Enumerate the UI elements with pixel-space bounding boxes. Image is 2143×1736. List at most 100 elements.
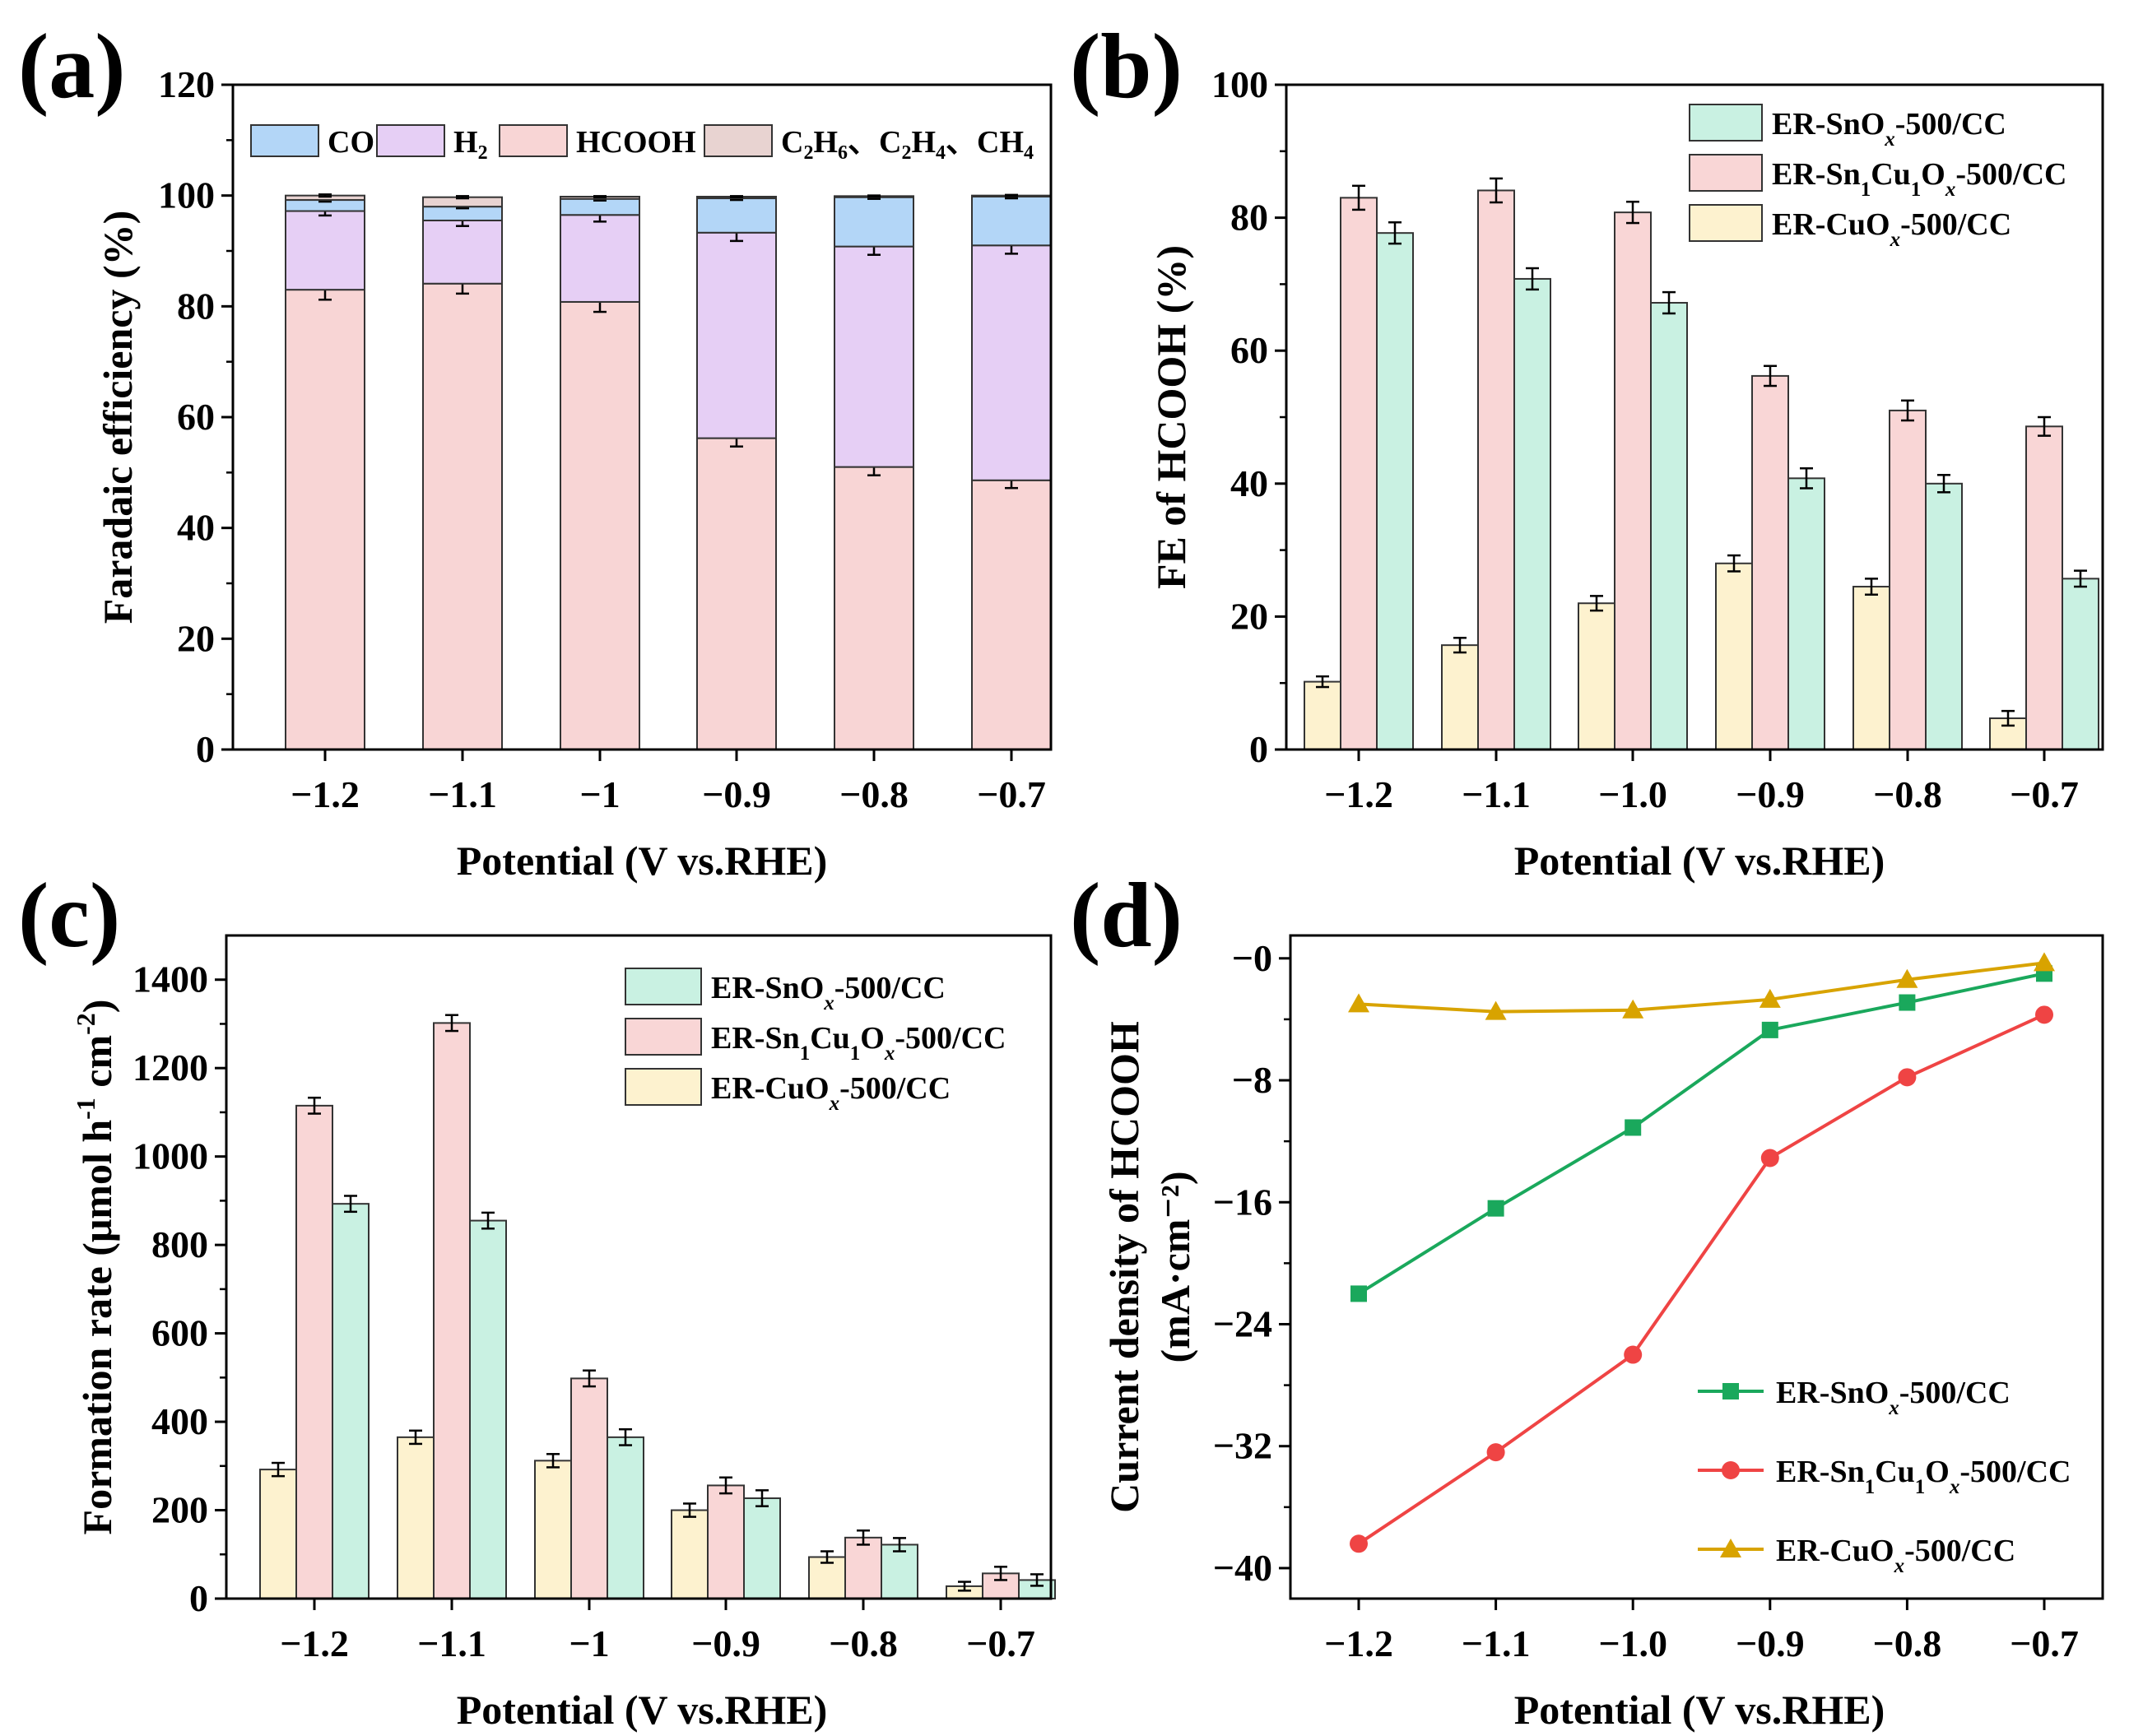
subscript: x xyxy=(1890,229,1901,251)
legend-swatch-hydrocarbons xyxy=(704,124,773,157)
bar-co xyxy=(971,196,1052,247)
text-run: 、CH xyxy=(946,125,1024,160)
superscript: -1 xyxy=(71,1098,100,1120)
x-tick-label: −0.7 xyxy=(2010,1622,2079,1664)
legend-swatch xyxy=(625,1018,702,1056)
subscript: 6 xyxy=(838,142,848,164)
text-run: ER-SnO xyxy=(711,971,824,1005)
marker-square xyxy=(1761,1021,1778,1038)
text-run: H xyxy=(453,125,478,160)
x-tick-label: −0.8 xyxy=(1873,1622,1942,1664)
marker-square xyxy=(1350,1285,1367,1302)
x-tick-label: −0.9 xyxy=(691,1622,760,1664)
text-run: ER-Sn xyxy=(711,1021,800,1056)
bar-co xyxy=(834,196,914,248)
y-tick-label: 40 xyxy=(177,507,215,549)
bar xyxy=(469,1219,507,1599)
y-axis-title: Faradaic efficiency (%) xyxy=(95,211,141,624)
subscript: 1 xyxy=(850,1042,861,1065)
marker-square xyxy=(1487,1200,1504,1217)
marker-triangle xyxy=(2034,952,2055,972)
text-run: C xyxy=(781,125,803,160)
text-run: ER-Sn xyxy=(1772,157,1861,192)
bar-co xyxy=(696,197,777,234)
x-tick-label: −1.1 xyxy=(1462,773,1531,815)
bar-hcooh xyxy=(422,282,503,750)
bar xyxy=(1751,374,1789,750)
marker-circle xyxy=(1486,1443,1505,1462)
panel-a: (a) 0 20 40 60 80 100 120 −1.2 −1.1 −1 −0.9 −0.8 −0.7… xyxy=(18,16,1053,884)
bar-hcooh xyxy=(971,479,1052,750)
bar xyxy=(607,1436,644,1599)
x-tick-label: −1.2 xyxy=(280,1622,349,1664)
x-tick-label: −1 xyxy=(569,1622,609,1664)
y-tick-label: −8 xyxy=(1232,1059,1272,1101)
y-axis-title: FE of HCOOH (%) xyxy=(1148,245,1194,589)
panel-d: (d) −0 −8 −16 −24 −32 −40 −1.2 −1.1 −1.0 −0.9 −0.8 −… xyxy=(1070,865,2104,1733)
legend-label: ER-Sn1Cu1Ox-500/CC xyxy=(1776,1455,2071,1498)
x-axis-title-unit: (V vs.RHE) xyxy=(625,838,827,884)
x-tick-label: −1.2 xyxy=(291,773,360,815)
y-tick-label: 0 xyxy=(196,728,215,770)
bar xyxy=(1852,586,1890,750)
marker-triangle xyxy=(1720,1539,1741,1557)
y-axis-title: Current density of HCOOH xyxy=(1101,1021,1147,1513)
bar xyxy=(1925,482,1963,750)
y-tick-label: 20 xyxy=(177,617,215,659)
marker-square xyxy=(1625,1119,1642,1136)
subscript: 2 xyxy=(803,142,813,164)
text-run: ) xyxy=(74,1000,120,1014)
plot-frame xyxy=(1285,83,2104,751)
plot-frame xyxy=(1289,934,2104,1600)
legend-swatch xyxy=(625,1068,702,1106)
bar-h2 xyxy=(834,245,914,468)
bar xyxy=(1715,562,1753,751)
legend-swatch-h2 xyxy=(376,124,445,157)
bar xyxy=(295,1104,333,1599)
text-run: H xyxy=(813,125,838,160)
y-tick-label: 600 xyxy=(151,1312,208,1354)
text-run: -500/CC xyxy=(1895,107,2006,142)
marker-circle xyxy=(1760,1149,1779,1167)
bar xyxy=(1340,197,1378,751)
bar xyxy=(707,1484,745,1599)
subscript: x xyxy=(1888,1397,1899,1419)
x-tick-label: −0.7 xyxy=(977,773,1046,815)
bar xyxy=(1650,302,1688,750)
bar xyxy=(1304,680,1341,750)
x-axis-title: Potential (V vs.RHE) xyxy=(457,1687,827,1733)
text-run: -500/CC xyxy=(1955,157,2066,192)
x-tick-label: −0.7 xyxy=(2010,773,2079,815)
bar xyxy=(844,1536,882,1600)
text-run: 、C xyxy=(848,125,901,160)
text-run: -500/CC xyxy=(1900,207,2011,242)
x-tick-label: −0.8 xyxy=(1873,773,1942,815)
legend-label-co: CO xyxy=(328,125,374,160)
bar xyxy=(808,1556,846,1600)
legend-label: ER-Sn1Cu1Ox-500/CC xyxy=(711,1021,1006,1065)
bar-hcooh xyxy=(560,300,640,750)
x-axis-title: Potential (V vs.RHE) xyxy=(457,838,827,884)
legend-label-h2: H2 xyxy=(453,125,488,164)
y-tick-label: 120 xyxy=(158,63,215,105)
y-tick-label: −40 xyxy=(1213,1547,1272,1589)
text-run: ER-Sn xyxy=(1776,1455,1865,1489)
x-tick-label: −1.1 xyxy=(1462,1622,1531,1664)
subscript: 4 xyxy=(1024,142,1034,164)
text-run: Cu xyxy=(1875,1455,1915,1489)
legend-label: ER-CuOx-500/CC xyxy=(711,1071,951,1115)
y-tick-label: 200 xyxy=(151,1489,208,1531)
bar xyxy=(1513,277,1551,751)
text-run: Formation rate (μmol h xyxy=(74,1120,120,1535)
subscript: 1 xyxy=(1915,1476,1926,1498)
text-run: ER-CuO xyxy=(1772,207,1890,242)
subscript: 1 xyxy=(800,1042,811,1065)
bar xyxy=(743,1497,781,1600)
subscript: 4 xyxy=(936,142,946,164)
bar xyxy=(534,1460,572,1600)
x-tick-label: −1 xyxy=(579,773,620,815)
series-line xyxy=(1358,961,2045,1014)
marker-square xyxy=(1899,994,1916,1011)
marker-circle xyxy=(2035,1005,2053,1024)
legend-label: ER-SnOx-500/CC xyxy=(1772,107,2006,151)
